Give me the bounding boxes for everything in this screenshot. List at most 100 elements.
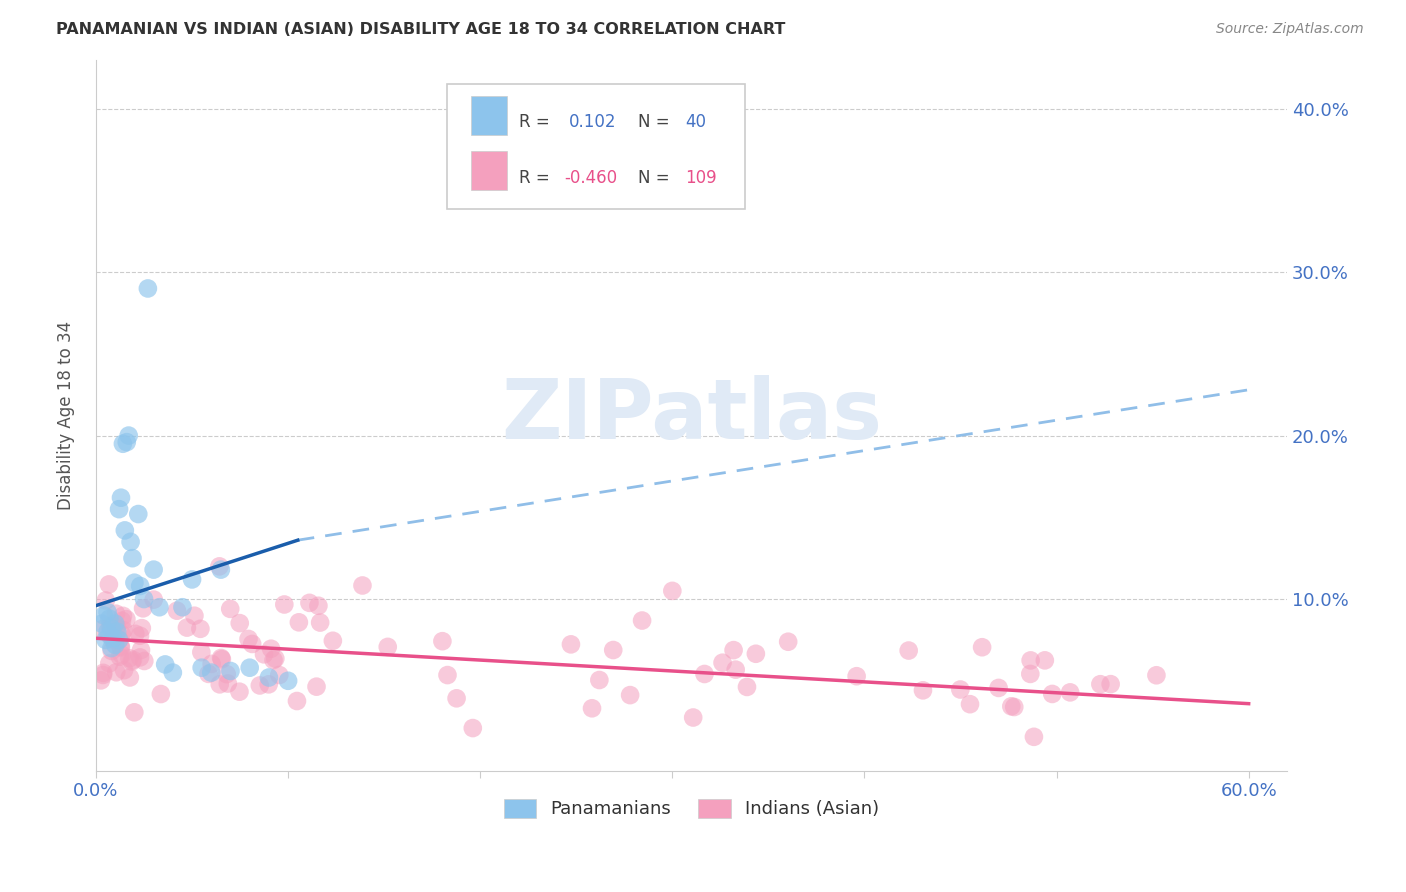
- Point: [208, 677, 231, 691]
- Point: [104, 638, 127, 652]
- Point: [110, 640, 132, 654]
- Point: [124, 575, 146, 590]
- Point: [277, 673, 299, 688]
- Point: [631, 614, 654, 628]
- Point: [197, 666, 219, 681]
- Point: [228, 684, 250, 698]
- Point: [219, 664, 242, 678]
- Point: [377, 640, 399, 654]
- Point: [108, 502, 131, 516]
- Text: Source: ZipAtlas.com: Source: ZipAtlas.com: [1216, 22, 1364, 37]
- Point: [253, 648, 276, 662]
- Point: [201, 657, 224, 671]
- Point: [121, 551, 143, 566]
- Point: [581, 701, 603, 715]
- Point: [104, 616, 127, 631]
- Point: [118, 670, 141, 684]
- Point: [108, 632, 131, 647]
- Point: [100, 641, 122, 656]
- Point: [129, 629, 152, 643]
- Point: [1099, 677, 1122, 691]
- Point: [1090, 677, 1112, 691]
- Point: [111, 608, 134, 623]
- Point: [1144, 668, 1167, 682]
- Point: [208, 559, 231, 574]
- Point: [461, 721, 484, 735]
- Point: [322, 633, 344, 648]
- Point: [105, 665, 128, 680]
- Point: [260, 641, 283, 656]
- Point: [778, 634, 800, 648]
- Point: [111, 614, 134, 628]
- Point: [108, 632, 131, 647]
- Point: [114, 524, 136, 538]
- Point: [98, 619, 121, 633]
- Point: [142, 563, 165, 577]
- Text: -0.460: -0.460: [564, 169, 617, 186]
- Point: [217, 676, 239, 690]
- Point: [273, 598, 295, 612]
- FancyBboxPatch shape: [447, 85, 745, 209]
- Point: [1000, 699, 1022, 714]
- Point: [127, 507, 149, 521]
- Point: [209, 651, 232, 665]
- Bar: [471, 152, 508, 190]
- Point: [100, 622, 122, 636]
- Point: [1002, 700, 1025, 714]
- Point: [711, 656, 734, 670]
- Point: [845, 669, 868, 683]
- Point: [897, 643, 920, 657]
- Point: [432, 634, 454, 648]
- Point: [1019, 653, 1042, 667]
- Point: [682, 710, 704, 724]
- Point: [269, 668, 291, 682]
- Point: [115, 435, 138, 450]
- Point: [229, 616, 252, 631]
- Point: [105, 607, 128, 621]
- Point: [215, 667, 238, 681]
- Point: [288, 615, 311, 630]
- Point: [148, 600, 170, 615]
- Point: [183, 608, 205, 623]
- Point: [1033, 653, 1056, 667]
- Point: [108, 649, 131, 664]
- Point: [190, 661, 212, 675]
- Point: [129, 650, 152, 665]
- Point: [111, 648, 134, 662]
- Point: [94, 593, 117, 607]
- Point: [90, 673, 112, 688]
- Point: [588, 673, 610, 687]
- Point: [105, 624, 128, 639]
- Point: [98, 612, 121, 626]
- Point: [115, 612, 138, 626]
- Point: [181, 573, 204, 587]
- Point: [972, 640, 994, 655]
- Point: [219, 602, 242, 616]
- Point: [120, 534, 142, 549]
- Point: [131, 621, 153, 635]
- Point: [723, 643, 745, 657]
- Point: [118, 428, 141, 442]
- Point: [285, 694, 308, 708]
- Point: [257, 671, 280, 685]
- Point: [309, 615, 332, 630]
- Point: [949, 682, 972, 697]
- Point: [94, 632, 117, 647]
- Point: [745, 647, 768, 661]
- Point: [112, 623, 135, 637]
- Point: [238, 632, 260, 646]
- Point: [352, 578, 374, 592]
- Point: [211, 652, 233, 666]
- Point: [1040, 687, 1063, 701]
- Point: [911, 683, 934, 698]
- Point: [96, 624, 118, 639]
- Point: [166, 604, 188, 618]
- Point: [112, 663, 135, 677]
- Point: [122, 653, 145, 667]
- Y-axis label: Disability Age 18 to 34: Disability Age 18 to 34: [58, 320, 75, 509]
- Text: R =: R =: [519, 169, 555, 186]
- Point: [959, 697, 981, 711]
- Point: [661, 583, 683, 598]
- Point: [134, 654, 156, 668]
- Legend: Panamanians, Indians (Asian): Panamanians, Indians (Asian): [496, 792, 887, 826]
